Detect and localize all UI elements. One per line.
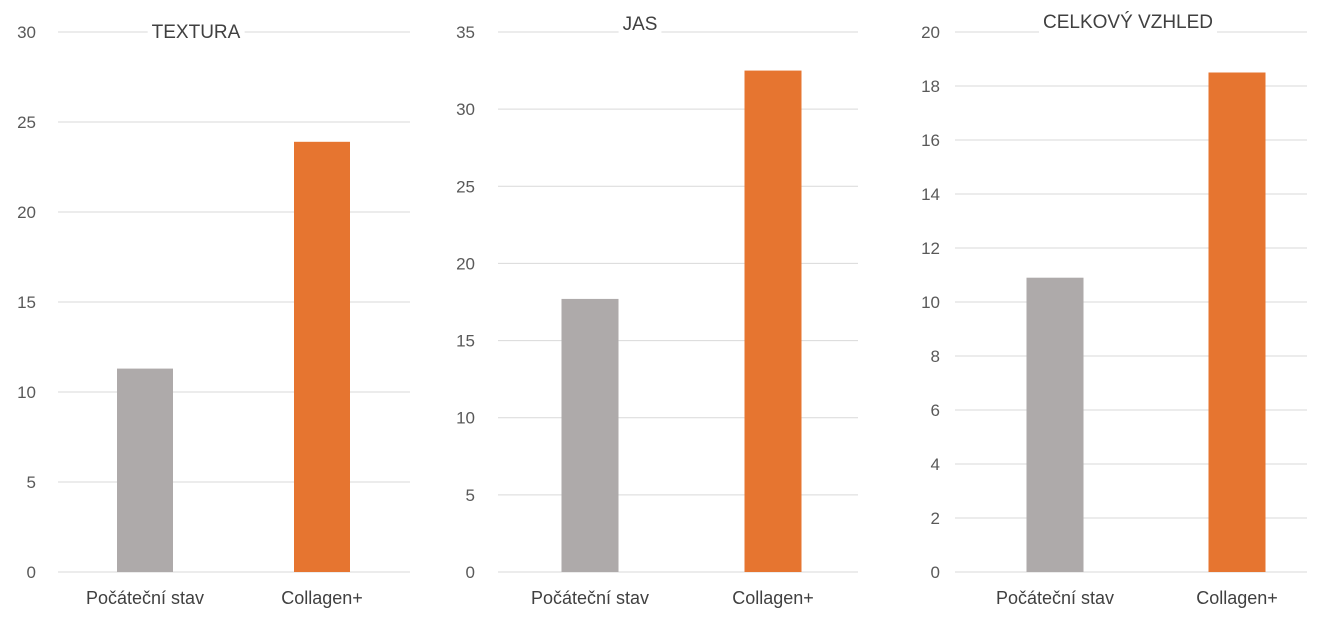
y-tick-label: 30 bbox=[17, 23, 36, 42]
y-tick-label: 15 bbox=[456, 332, 475, 351]
y-tick-label: 16 bbox=[921, 131, 940, 150]
x-category-label: Počáteční stav bbox=[531, 588, 649, 608]
y-tick-label: 20 bbox=[17, 203, 36, 222]
y-tick-label: 25 bbox=[456, 177, 475, 196]
y-tick-label: 12 bbox=[921, 239, 940, 258]
y-tick-label: 10 bbox=[921, 293, 940, 312]
bar-2 bbox=[744, 70, 802, 573]
y-tick-label: 10 bbox=[17, 383, 36, 402]
y-tick-label: 15 bbox=[17, 293, 36, 312]
x-category-label: Collagen+ bbox=[1196, 588, 1278, 608]
x-category-label: Počáteční stav bbox=[996, 588, 1114, 608]
y-tick-label: 20 bbox=[456, 254, 475, 273]
y-tick-label: 8 bbox=[931, 347, 940, 366]
y-tick-label: 5 bbox=[27, 473, 36, 492]
chart-panel-2: 0 5 10 15 20 25 30 35 JAS Počáteční stav Collagen+ bbox=[456, 13, 858, 608]
chart-title-bg bbox=[618, 13, 662, 36]
y-tick-label: 4 bbox=[931, 455, 940, 474]
y-tick-label: 0 bbox=[27, 563, 36, 582]
y-tick-label: 25 bbox=[17, 113, 36, 132]
bar-2 bbox=[1208, 72, 1266, 572]
chart-title-bg bbox=[1039, 11, 1217, 34]
y-tick-label: 30 bbox=[456, 100, 475, 119]
y-tick-label: 14 bbox=[921, 185, 940, 204]
y-tick-label: 10 bbox=[456, 409, 475, 428]
chart-title: CELKOVÝ VZHLED bbox=[1043, 12, 1213, 33]
y-tick-label: 35 bbox=[456, 23, 475, 42]
x-category-label: Collagen+ bbox=[732, 588, 814, 608]
bar-1 bbox=[561, 298, 619, 572]
x-category-label: Collagen+ bbox=[281, 588, 363, 608]
bar-2 bbox=[294, 141, 350, 573]
x-category-label: Počáteční stav bbox=[86, 588, 204, 608]
y-tick-label: 18 bbox=[921, 77, 940, 96]
y-tick-label: 6 bbox=[931, 401, 940, 420]
chart-title-bg bbox=[147, 21, 245, 44]
chart-title: TEXTURA bbox=[152, 22, 241, 43]
chart-panel-3: 0 2 4 6 8 10 12 14 16 18 20 CELKOVÝ VZHLED Počáteční… bbox=[921, 11, 1307, 608]
bar-1 bbox=[117, 368, 173, 572]
y-tick-label: 2 bbox=[931, 509, 940, 528]
chart-panel-1: 0 5 10 15 20 25 30 TEXTURA Počáteční stav Collage… bbox=[17, 21, 410, 608]
y-tick-label: 0 bbox=[466, 563, 475, 582]
y-tick-label: 0 bbox=[931, 563, 940, 582]
y-tick-label: 5 bbox=[466, 486, 475, 505]
bar-1 bbox=[1026, 277, 1084, 572]
y-tick-label: 20 bbox=[921, 23, 940, 42]
chart-title: JAS bbox=[623, 14, 658, 35]
